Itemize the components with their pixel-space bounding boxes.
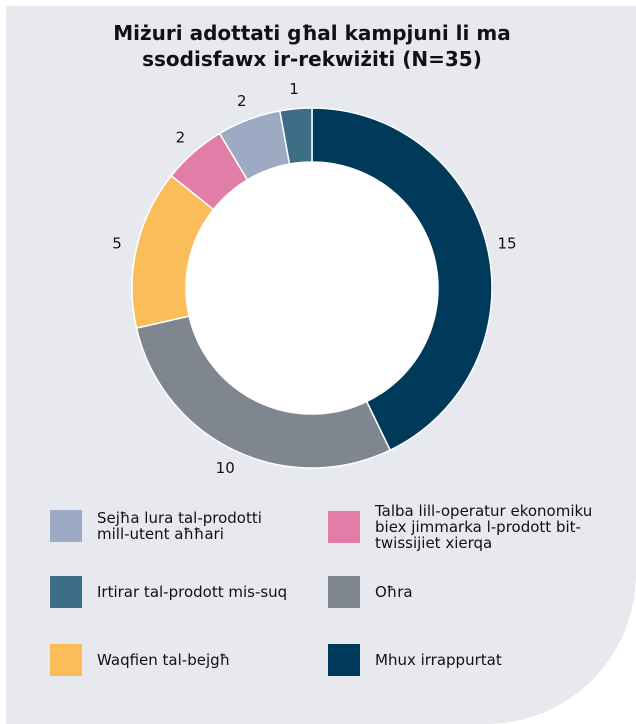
legend-item-not-reported: Mhux irrappurtat bbox=[328, 644, 502, 676]
legend-swatch-sales-stop bbox=[50, 644, 82, 676]
data-label-warning-request: 2 bbox=[176, 128, 186, 146]
legend-item-warning-request: Talba lill-operatur ekonomiku biex jimma… bbox=[328, 503, 592, 551]
legend-item-sales-stop: Waqfien tal-bejgħ bbox=[50, 644, 230, 676]
legend-label-product-recall: Sejħa lura tal-prodotti mill-utent aħħar… bbox=[97, 509, 262, 543]
data-label-product-recall: 2 bbox=[237, 92, 247, 110]
legend-label-market-withdrawal: Irtirar tal-prodott mis-suq bbox=[97, 583, 288, 601]
data-label-sales-stop: 5 bbox=[112, 234, 122, 252]
legend-swatch-warning-request bbox=[328, 511, 360, 543]
legend-swatch-not-reported bbox=[328, 644, 360, 676]
legend-label-other: Oħra bbox=[375, 583, 413, 601]
chart-title-line-1: Miżuri adottati għal kampjuni li ma bbox=[113, 21, 511, 45]
legend-swatch-product-recall bbox=[50, 510, 82, 542]
donut-hole bbox=[185, 161, 439, 415]
legend-label-not-reported: Mhux irrappurtat bbox=[375, 651, 502, 669]
legend-swatch-other bbox=[328, 576, 360, 608]
data-label-market-withdrawal: 1 bbox=[289, 80, 299, 98]
data-label-other: 10 bbox=[216, 459, 235, 477]
chart-title-line-2: ssodisfawx ir-rekwiżiti (N=35) bbox=[142, 47, 482, 71]
chart-title: Miżuri adottati għal kampjuni li ma ssod… bbox=[0, 20, 624, 72]
legend-label-warning-request: Talba lill-operatur ekonomiku biex jimma… bbox=[375, 502, 593, 552]
legend-label-sales-stop: Waqfien tal-bejgħ bbox=[97, 651, 231, 669]
data-label-not-reported: 15 bbox=[497, 234, 516, 252]
legend-item-other: Oħra bbox=[328, 576, 413, 608]
legend-swatch-market-withdrawal bbox=[50, 576, 82, 608]
legend-item-product-recall: Sejħa lura tal-prodotti mill-utent aħħar… bbox=[50, 510, 262, 542]
legend-item-market-withdrawal: Irtirar tal-prodott mis-suq bbox=[50, 576, 287, 608]
